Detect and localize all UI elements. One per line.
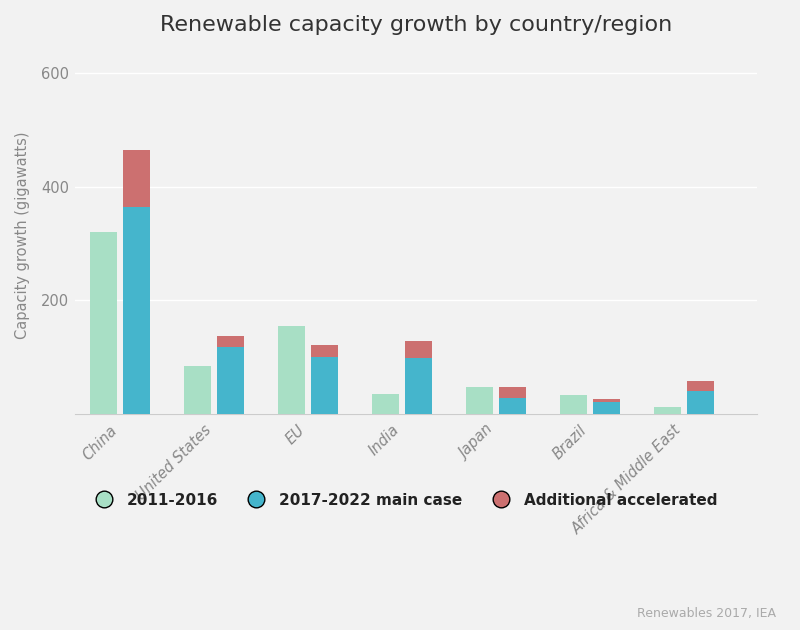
Bar xyxy=(654,407,681,414)
Bar xyxy=(405,358,432,414)
Y-axis label: Capacity growth (gigawatts): Capacity growth (gigawatts) xyxy=(15,131,30,339)
Bar xyxy=(593,401,620,414)
Bar xyxy=(499,398,526,414)
Text: Renewables 2017, IEA: Renewables 2017, IEA xyxy=(637,607,776,621)
Bar xyxy=(90,232,118,414)
Bar xyxy=(372,394,399,414)
Bar xyxy=(311,357,338,414)
Bar xyxy=(593,399,620,401)
Bar xyxy=(184,366,211,414)
Bar xyxy=(499,387,526,398)
Bar xyxy=(405,341,432,358)
Bar xyxy=(217,347,244,414)
Bar xyxy=(560,396,587,414)
Bar xyxy=(123,207,150,414)
Title: Renewable capacity growth by country/region: Renewable capacity growth by country/reg… xyxy=(159,15,672,35)
Legend: 2011-2016, 2017-2022 main case, Additional accelerated: 2011-2016, 2017-2022 main case, Addition… xyxy=(82,487,723,514)
Bar xyxy=(278,326,306,414)
Bar xyxy=(687,391,714,414)
Bar xyxy=(466,387,493,414)
Bar xyxy=(217,336,244,347)
Bar xyxy=(123,150,150,207)
Bar xyxy=(311,345,338,357)
Bar xyxy=(687,381,714,391)
